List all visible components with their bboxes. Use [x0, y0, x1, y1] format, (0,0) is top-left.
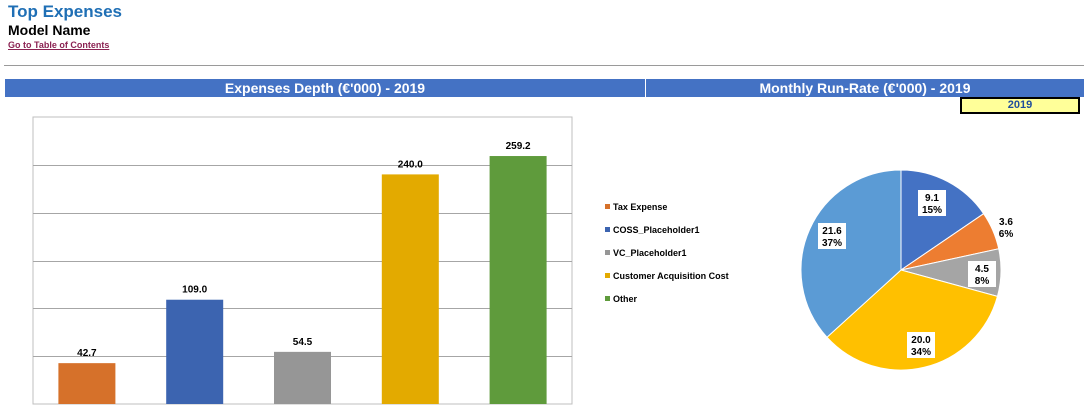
pie-slice-other: [800, 169, 902, 338]
legend-swatch-coss-placeholder1: [605, 227, 610, 232]
pie-label-box: [968, 261, 996, 287]
bar-coss-placeholder1: [166, 299, 224, 404]
pie-label-box: [918, 190, 946, 216]
legend-label-coss-placeholder1: COSS_Placeholder1: [613, 225, 700, 235]
legend-label-other: Other: [613, 294, 638, 304]
legend-swatch-vc-placeholder1: [605, 250, 610, 255]
pie-label-box: [818, 223, 846, 249]
year-selector[interactable]: 2019: [960, 97, 1080, 114]
legend-swatch-tax-expense: [605, 204, 610, 209]
legend-label-vc-placeholder1: VC_Placeholder1: [613, 248, 687, 258]
pie-value-label: 9.1: [925, 193, 939, 204]
pie-percent-label: 37%: [822, 238, 842, 249]
pie-percent-label: 8%: [975, 276, 990, 287]
pie-percent-label: 15%: [922, 205, 942, 216]
pie-value-label: 20.0: [911, 335, 931, 346]
expenses-depth-header: Expenses Depth (€'000) - 2019: [5, 79, 645, 97]
monthly-run-rate-header: Monthly Run-Rate (€'000) - 2019: [646, 79, 1084, 97]
header-divider: [4, 65, 1084, 66]
bar-tax-expense: [58, 363, 116, 404]
pie-value-label: 4.5: [975, 264, 989, 275]
pie-percent-label: 6%: [999, 229, 1014, 240]
pie-percent-label: 34%: [911, 347, 931, 358]
model-name: Model Name: [8, 22, 91, 38]
bar-value-label: 54.5: [293, 337, 313, 348]
bar-other: [489, 156, 547, 404]
legend-swatch-customer-acquisition-cost: [605, 273, 610, 278]
legend-swatch-other: [605, 296, 610, 301]
bar-customer-acquisition-cost: [381, 174, 439, 404]
table-of-contents-link[interactable]: Go to Table of Contents: [8, 40, 110, 50]
pie-label-box: [907, 332, 935, 358]
pie-value-label: 3.6: [999, 217, 1013, 228]
page-title: Top Expenses: [8, 2, 122, 21]
bar-value-label: 259.2: [506, 141, 531, 152]
bar-value-label: 240.0: [398, 159, 423, 170]
pie-slice-customer-acquisition-cost: [826, 269, 999, 371]
bar-value-label: 109.0: [182, 285, 207, 296]
legend-label-customer-acquisition-cost: Customer Acquisition Cost: [613, 271, 729, 281]
bar-vc-placeholder1: [274, 351, 331, 404]
legend-label-tax-expense: Tax Expense: [613, 202, 667, 212]
bar-value-label: 42.7: [77, 348, 97, 359]
pie-value-label: 21.6: [822, 226, 842, 237]
